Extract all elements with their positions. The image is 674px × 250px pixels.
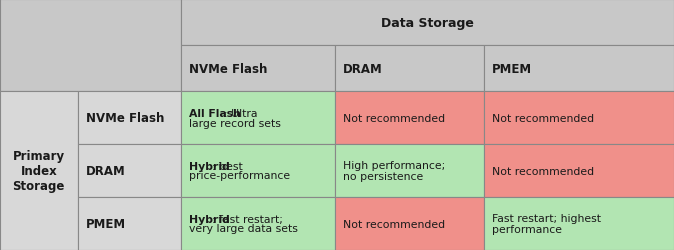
Bar [335, 197, 484, 250]
Text: DRAM: DRAM [343, 63, 383, 76]
Text: High performance;
no persistence: High performance; no persistence [343, 160, 446, 182]
Bar [181, 145, 335, 197]
Bar [181, 0, 674, 46]
Text: NVMe Flash: NVMe Flash [189, 63, 267, 76]
Text: PMEM: PMEM [492, 63, 532, 76]
Text: Primary
Index
Storage: Primary Index Storage [13, 150, 65, 192]
Bar [484, 92, 674, 145]
Text: Not recommended: Not recommended [492, 166, 594, 176]
Bar [181, 92, 335, 145]
Text: Fast restart; highest
performance: Fast restart; highest performance [492, 213, 601, 234]
Text: Data Storage: Data Storage [381, 17, 474, 30]
Text: large record sets: large record sets [189, 118, 280, 128]
Text: very large data sets: very large data sets [189, 224, 298, 233]
Text: Hybrid: Hybrid [189, 161, 229, 171]
Bar [335, 92, 484, 145]
Bar [181, 197, 335, 250]
Bar [335, 46, 484, 92]
Text: : Ultra: : Ultra [224, 109, 257, 118]
Text: Hybrid: Hybrid [189, 214, 229, 224]
Text: Not recommended: Not recommended [343, 219, 446, 228]
Bar [484, 145, 674, 197]
Bar [78, 92, 181, 145]
Bar [484, 197, 674, 250]
Text: : best: : best [212, 161, 243, 171]
Text: Not recommended: Not recommended [492, 114, 594, 123]
Text: price-performance: price-performance [189, 171, 290, 181]
Bar [78, 145, 181, 197]
Bar [78, 197, 181, 250]
Bar [181, 46, 335, 92]
Bar [0, 0, 181, 92]
Text: PMEM: PMEM [86, 217, 126, 230]
Text: DRAM: DRAM [86, 164, 125, 177]
Bar [484, 46, 674, 92]
Bar [335, 145, 484, 197]
Text: Not recommended: Not recommended [343, 114, 446, 123]
Bar [0, 92, 78, 250]
Text: All Flash: All Flash [189, 109, 241, 118]
Text: NVMe Flash: NVMe Flash [86, 112, 164, 125]
Text: : fast restart;: : fast restart; [212, 214, 283, 224]
